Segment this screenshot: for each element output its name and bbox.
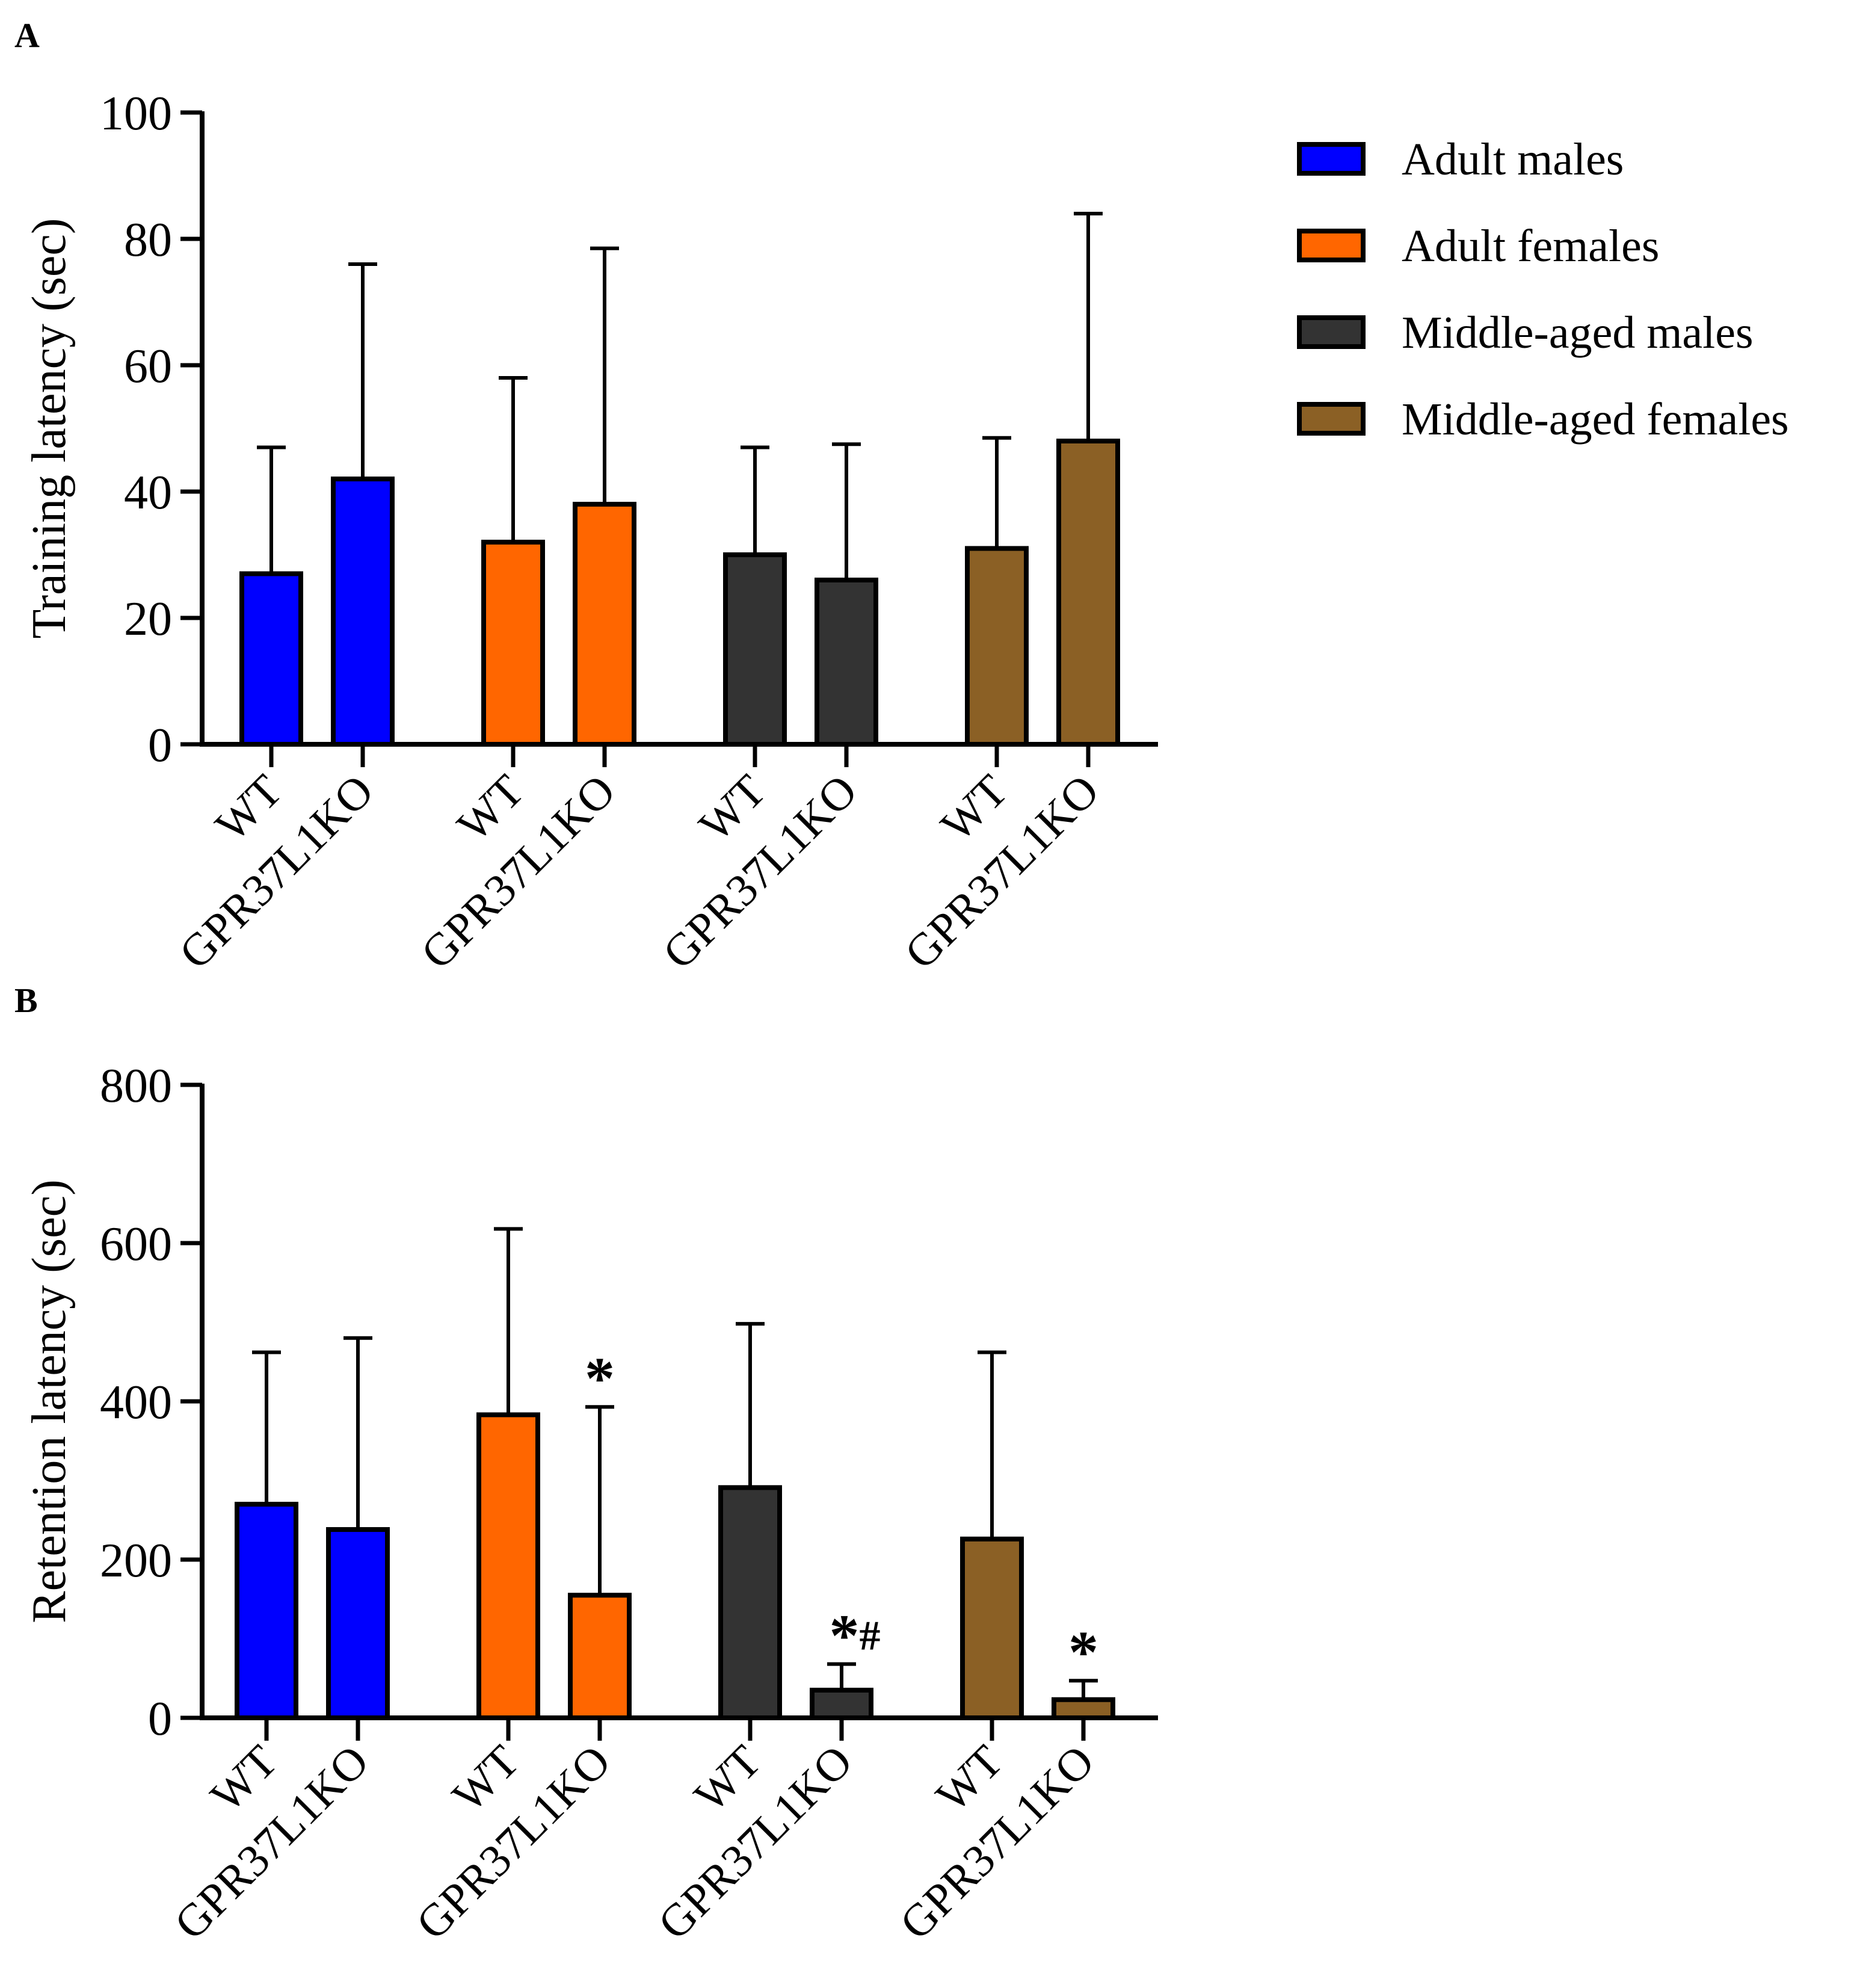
y-tick-label: 0: [148, 1693, 172, 1746]
y-tick-label: 100: [100, 87, 172, 140]
bar-middle-aged-females-wt: [965, 546, 1029, 747]
panel-letter-b: B: [14, 981, 38, 1020]
bar-middle-aged-females-gpr37l1ko: [1056, 439, 1120, 747]
bar-middle-aged-males-wt: [723, 552, 787, 747]
bar-adult-males-gpr37l1ko: [331, 477, 395, 747]
y-tick-label: 40: [124, 466, 172, 519]
y-axis-title: Retention latency (sec): [23, 1179, 76, 1623]
bar-middle-aged-females-wt: [960, 1536, 1024, 1721]
bar-middle-aged-males-gpr37l1ko: [815, 578, 878, 747]
bar-adult-males-gpr37l1ko: [326, 1527, 390, 1721]
bar-middle-aged-females-gpr37l1ko: [1052, 1697, 1115, 1720]
bar-adult-females-wt: [481, 540, 545, 747]
significance-star: *: [830, 1602, 860, 1669]
legend-swatch-adult-females: [1297, 229, 1366, 262]
legend-label-middle-aged-females: Middle-aged females: [1402, 394, 1789, 445]
bar-adult-females-gpr37l1ko: [573, 502, 636, 747]
legend: Adult males Adult females Middle-aged male…: [1297, 134, 1789, 445]
legend-label-middle-aged-males: Middle-aged males: [1402, 307, 1754, 358]
significance-marker: *: [585, 1345, 615, 1412]
legend-swatch-middle-aged-females: [1297, 402, 1366, 436]
legend-label-adult-females: Adult females: [1402, 221, 1659, 271]
significance-marker: *: [1068, 1619, 1098, 1685]
y-tick-label: 400: [100, 1376, 172, 1429]
y-tick-label: 200: [100, 1534, 172, 1587]
y-tick-label: 0: [148, 719, 172, 772]
y-tick-label: 60: [124, 340, 172, 393]
y-tick-label: 80: [124, 214, 172, 267]
significance-hash: #: [860, 1613, 881, 1659]
bar-adult-females-gpr37l1ko: [568, 1593, 632, 1721]
y-tick-label: 800: [100, 1060, 172, 1113]
y-axis-title: Training latency (sec): [23, 218, 76, 638]
legend-label-adult-males: Adult males: [1402, 134, 1624, 185]
panel-letter-a: A: [14, 16, 40, 55]
y-tick-label: 20: [124, 593, 172, 646]
bar-middle-aged-males-gpr37l1ko: [810, 1687, 873, 1721]
significance-star: *: [1068, 1619, 1098, 1685]
bar-adult-males-wt: [239, 571, 303, 747]
y-tick-label: 600: [100, 1218, 172, 1271]
bar-adult-males-wt: [235, 1501, 298, 1720]
legend-swatch-adult-males: [1297, 142, 1366, 176]
legend-swatch-middle-aged-males: [1297, 315, 1366, 349]
bar-adult-females-wt: [476, 1412, 540, 1720]
significance-star: *: [585, 1345, 615, 1412]
bar-middle-aged-males-wt: [718, 1485, 782, 1720]
significance-marker: *#: [830, 1602, 881, 1669]
